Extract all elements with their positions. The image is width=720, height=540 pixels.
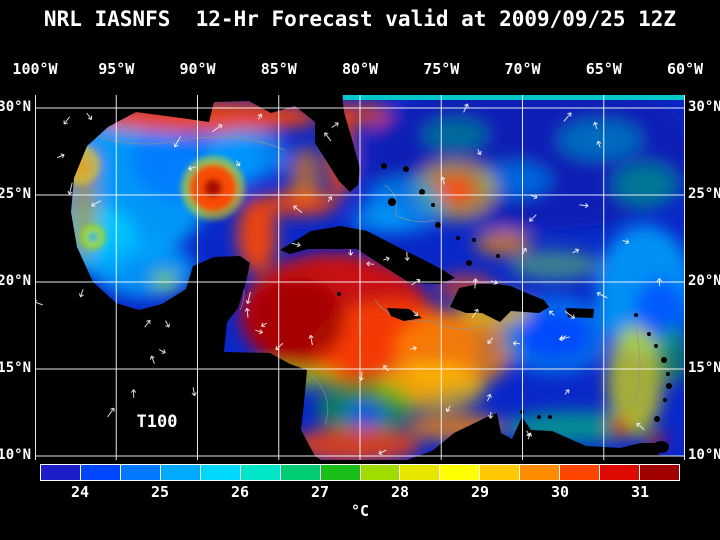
colorbar-unit-label: °C — [350, 502, 370, 520]
top-edge-band — [343, 95, 685, 100]
colorbar-cell — [280, 465, 321, 480]
latitude-axis-right: 30°N 25°N 20°N 15°N 10°N — [687, 95, 720, 463]
colorbar-tick-label: 28 — [390, 483, 410, 501]
colorbar — [40, 464, 680, 481]
latitude-axis-left: 30°N 25°N 20°N 15°N 10°N — [0, 95, 33, 463]
latitude-tick-label: 10°N — [688, 446, 720, 463]
longitude-tick-label: 70°W — [504, 60, 541, 78]
colorbar-tick-label: 31 — [630, 483, 650, 501]
south-america — [407, 413, 685, 460]
longitude-tick-label: 60°W — [666, 60, 704, 78]
figure-title: NRL IASNFS 12-Hr Forecast valid at 2009/… — [43, 7, 677, 31]
colorbar-tick-label: 24 — [70, 483, 90, 501]
depth-contours — [94, 134, 641, 426]
colorbar-cell — [560, 465, 601, 480]
latitude-tick-label: 20°N — [688, 272, 720, 289]
colorbar-cell — [400, 465, 441, 480]
colorbar-cell — [200, 465, 241, 480]
colorbar-cell — [440, 465, 481, 480]
longitude-tick-label: 100°W — [12, 60, 58, 78]
trinidad — [653, 441, 669, 453]
temperature-field — [40, 95, 685, 460]
latitude-tick-label: 25°N — [688, 185, 720, 202]
grid-lines — [35, 95, 685, 460]
colorbar-tick-label: 30 — [550, 483, 570, 501]
longitude-axis: 100°W 95°W 90°W 85°W 80°W 75°W 70°W 65°W 60°W — [12, 60, 703, 80]
longitude-tick-label: 65°W — [585, 60, 622, 78]
colorbar-cell — [520, 465, 561, 480]
cuba — [280, 226, 455, 284]
colorbar-cell — [360, 465, 401, 480]
latitude-tick-label: 15°N — [688, 359, 720, 376]
colorbar-cell — [120, 465, 161, 480]
longitude-tick-label: 95°W — [98, 60, 135, 78]
colorbar-cell — [240, 465, 281, 480]
colorbar-cell — [80, 465, 121, 480]
latitude-tick-label: 25°N — [0, 185, 31, 202]
longitude-tick-label: 85°W — [260, 60, 297, 78]
colorbar-cell — [41, 465, 81, 480]
colorbar-tick-row: 24 25 26 27 28 29 30 31 — [40, 483, 680, 501]
field-label: T100 — [137, 412, 178, 432]
longitude-tick-label: 80°W — [341, 60, 379, 78]
colorbar-cell — [320, 465, 361, 480]
current-vector-arrows — [33, 103, 662, 455]
latitude-tick-label: 15°N — [0, 359, 31, 376]
latitude-tick-label: 30°N — [0, 99, 31, 115]
jamaica — [387, 308, 422, 321]
latitude-tick-label: 30°N — [688, 99, 720, 115]
latitude-tick-label: 10°N — [0, 446, 31, 463]
colorbar-cell — [480, 465, 521, 480]
colorbar-tick-label: 26 — [230, 483, 250, 501]
puerto-rico — [566, 308, 594, 318]
colorbar-cell — [600, 465, 641, 480]
colorbar-tick-label: 29 — [470, 483, 490, 501]
latitude-tick-label: 20°N — [0, 272, 31, 289]
hispaniola — [450, 284, 549, 322]
longitude-tick-label: 75°W — [423, 60, 460, 78]
colorbar-cell — [640, 465, 679, 480]
longitude-tick-label: 90°W — [179, 60, 216, 78]
colorbar-tick-label: 25 — [150, 483, 170, 501]
colorbar-cell — [160, 465, 201, 480]
map-canvas: T100 — [33, 95, 685, 460]
colorbar-tick-label: 27 — [310, 483, 330, 501]
